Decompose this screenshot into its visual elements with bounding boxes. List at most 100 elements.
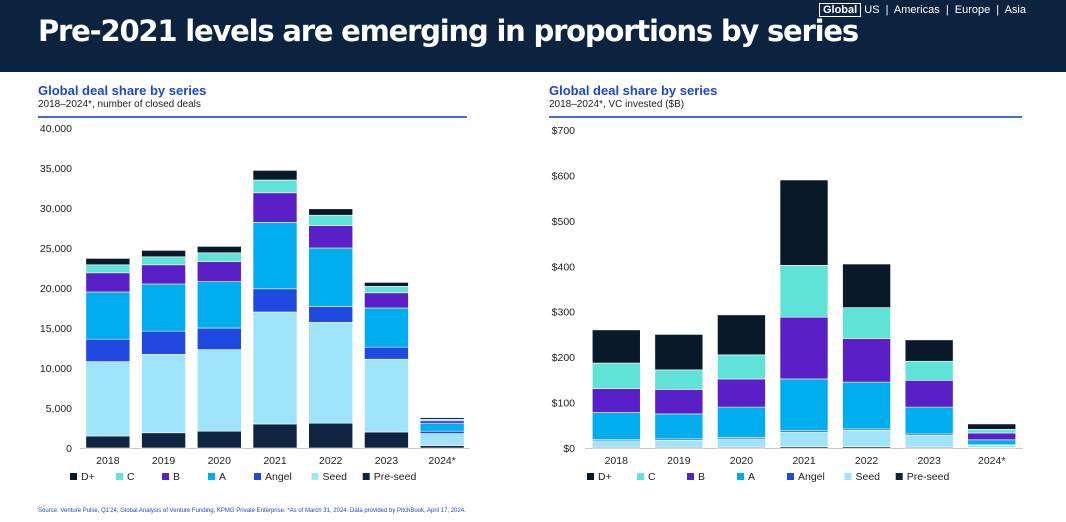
- right-bar-a-2019: [654, 413, 704, 440]
- right-bar-b-2023: [904, 380, 954, 408]
- left-bar-c-2023: [364, 286, 409, 294]
- right-y-tick-label: $600: [552, 170, 576, 182]
- left-bar-a-2019: [141, 283, 186, 332]
- right-bar-d-2019: [654, 334, 704, 371]
- right-x-tick-label: 2021: [792, 455, 816, 467]
- right-legend-swatch-angel: [787, 473, 794, 480]
- left-y-tick-label: 30,000: [40, 203, 72, 215]
- right-bar-b-2021: [779, 316, 829, 380]
- left-y-tick-label: 10,000: [40, 363, 72, 375]
- left-bar-d-2019: [141, 250, 186, 258]
- left-bar-pre-seed-2023: [364, 431, 409, 449]
- right-bar-c-2021: [779, 265, 829, 318]
- header-banner: Pre-2021 levels are emerging in proporti…: [0, 0, 1066, 72]
- right-bar-a-2020: [717, 406, 766, 438]
- left-bar-c-2019: [141, 256, 186, 266]
- right-legend-swatch-d: [587, 473, 594, 480]
- right-bar-b-2020: [717, 378, 766, 408]
- right-x-tick-label: 2024*: [978, 455, 1005, 467]
- left-legend-label-d: D+: [81, 471, 95, 483]
- right-bar-d-2023: [904, 339, 954, 362]
- left-bar-d-2020: [196, 246, 242, 254]
- left-bar-seed-2023: [364, 358, 409, 433]
- left-bar-d-2022: [308, 208, 354, 216]
- left-bar-b-2024: [419, 420, 465, 424]
- left-y-tick-label: 35,000: [40, 163, 72, 175]
- left-bar-a-2023: [364, 307, 409, 348]
- left-bar-d-2018: [85, 258, 131, 266]
- region-separator: |: [885, 4, 889, 16]
- right-bar-c-2019: [654, 369, 704, 390]
- right-title-rule: [549, 116, 1022, 118]
- right-bar-d-2022: [842, 263, 891, 308]
- right-legend-label-a: A: [748, 471, 755, 483]
- left-bar-d-2024: [419, 417, 465, 420]
- right-bar-a-2024: [967, 439, 1017, 446]
- left-x-tick-label: 2018: [96, 455, 120, 467]
- left-bar-angel-2023: [364, 346, 409, 360]
- right-x-tick-label: 2022: [855, 455, 879, 467]
- right-y-tick-label: $100: [552, 398, 576, 410]
- right-bar-d-2018: [591, 329, 641, 364]
- region-asia-link[interactable]: Asia: [1004, 4, 1026, 16]
- right-y-tick-label: $200: [552, 352, 576, 364]
- right-legend-label-seed: Seed: [856, 471, 881, 483]
- left-legend-label-pre-seed: Pre-seed: [374, 471, 417, 483]
- right-bar-c-2020: [717, 354, 766, 380]
- left-legend-swatch-pre-seed: [362, 473, 370, 480]
- right-bar-a-2018: [591, 412, 641, 440]
- left-y-tick-label: 25,000: [40, 243, 72, 255]
- right-bar-seed-2022: [842, 429, 891, 447]
- right-y-tick-label: $0: [563, 443, 575, 455]
- region-europe-link[interactable]: Europe: [954, 4, 991, 16]
- page-title: Pre-2021 levels are emerging in proporti…: [38, 14, 859, 48]
- left-bar-a-2024: [419, 422, 465, 432]
- right-bar-a-2022: [842, 381, 891, 430]
- left-deal-count-chart: 0 5,000 10,000 15,000 20,000 25,000 30,000 35,0…: [40, 123, 470, 483]
- left-bar-angel-2019: [141, 330, 186, 355]
- left-legend-label-b: B: [173, 471, 180, 483]
- right-y-tick-label: $400: [552, 261, 576, 273]
- left-bar-b-2021: [252, 192, 298, 223]
- right-bar-c-2018: [591, 362, 641, 389]
- left-y-tick-label: 0: [66, 443, 72, 455]
- right-legend-label-c: C: [648, 471, 656, 483]
- left-y-tick-label: 15,000: [40, 323, 72, 335]
- left-y-tick-label: 20,000: [40, 283, 72, 295]
- left-legend-swatch-seed: [311, 473, 319, 480]
- left-bar-b-2023: [364, 292, 409, 309]
- left-bar-d-2021: [252, 170, 298, 181]
- left-bar-angel-2021: [252, 288, 298, 313]
- region-separator: |: [996, 4, 1000, 16]
- right-y-tick-label: $500: [552, 216, 576, 228]
- left-legend-swatch-b: [162, 473, 169, 480]
- right-legend-label-angel: Angel: [798, 471, 825, 483]
- right-legend-swatch-seed: [844, 473, 852, 480]
- left-bar-b-2018: [85, 272, 131, 293]
- left-x-tick-label: 2019: [152, 455, 176, 467]
- left-bar-c-2022: [308, 214, 354, 226]
- right-bar-seed-2019: [654, 439, 704, 448]
- region-americas-link[interactable]: Americas: [893, 4, 940, 16]
- region-us-link[interactable]: US: [864, 4, 880, 16]
- right-x-tick-label: 2018: [605, 455, 629, 467]
- left-bar-a-2020: [196, 281, 242, 329]
- left-chart-subtitle: 2018–2024*, number of closed deals: [38, 99, 201, 110]
- right-y-tick-label: $700: [552, 125, 576, 137]
- left-bar-seed-2022: [308, 322, 354, 424]
- left-bar-pre-seed-2021: [252, 423, 298, 449]
- left-bar-c-2020: [196, 252, 242, 262]
- left-bar-b-2022: [308, 225, 354, 249]
- right-bar-d-2024: [967, 423, 1017, 430]
- left-bar-angel-2020: [196, 327, 242, 350]
- right-legend-swatch-a: [737, 473, 744, 480]
- region-global-link[interactable]: Global: [818, 3, 862, 17]
- right-legend-swatch-b: [687, 473, 694, 480]
- left-bar-a-2021: [252, 222, 298, 290]
- left-bar-pre-seed-2019: [141, 432, 186, 449]
- left-bar-a-2018: [85, 291, 131, 340]
- right-legend-label-b: B: [698, 471, 705, 483]
- right-legend-label-d: D+: [598, 471, 612, 483]
- left-x-tick-label: 2020: [208, 455, 232, 467]
- right-chart-title: Global deal share by series: [549, 83, 718, 98]
